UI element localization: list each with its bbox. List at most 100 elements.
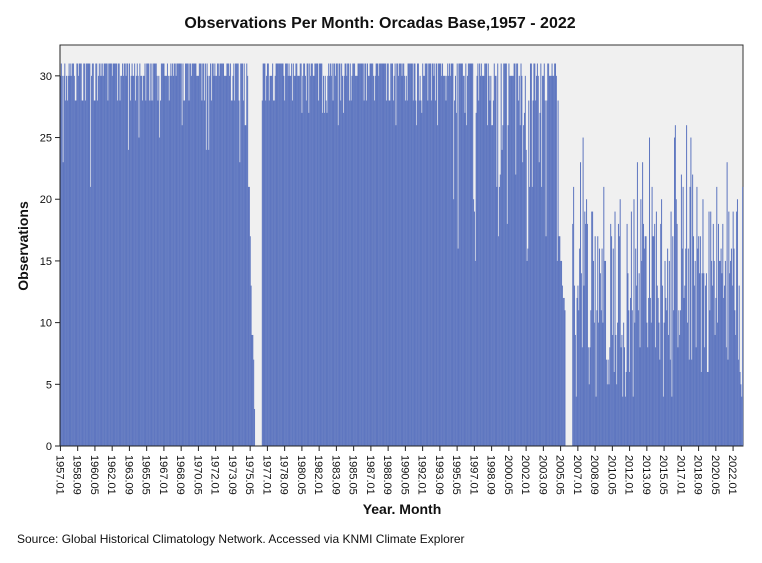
bar [705, 273, 707, 446]
bar [522, 162, 524, 446]
bar [622, 396, 624, 446]
bar [602, 322, 604, 446]
bar [250, 285, 252, 446]
bar [717, 322, 719, 446]
bar [360, 63, 362, 446]
bar [446, 75, 448, 446]
bar [241, 63, 243, 446]
bar [338, 63, 340, 446]
bar [133, 75, 135, 446]
bar [483, 75, 485, 446]
bar [699, 236, 701, 446]
bar [226, 63, 228, 446]
bar [617, 322, 619, 446]
y-axis-label: Observations [15, 201, 31, 291]
bar [467, 63, 469, 446]
bar [252, 334, 254, 446]
bar [662, 396, 664, 446]
bar [676, 223, 678, 446]
y-tick-label: 5 [46, 379, 52, 391]
bar [345, 63, 347, 446]
bar [329, 75, 331, 446]
bar [189, 63, 191, 446]
bar [730, 248, 732, 446]
bar [523, 112, 525, 447]
bar [447, 63, 449, 446]
bar [673, 310, 675, 446]
bar [552, 75, 554, 446]
bar [408, 63, 410, 446]
bar [398, 75, 400, 446]
bar [454, 100, 456, 447]
bar [560, 260, 562, 446]
bar [315, 63, 317, 446]
bar [161, 63, 163, 446]
bar [64, 63, 66, 446]
bar [587, 347, 589, 446]
bar [299, 63, 301, 446]
bar [227, 63, 229, 446]
bar [626, 223, 628, 446]
bar [166, 75, 168, 446]
bar [653, 236, 655, 446]
x-tick-label: 1985.05 [347, 455, 359, 495]
bar [316, 63, 318, 446]
bar [715, 297, 717, 446]
bar [183, 100, 185, 447]
bar [199, 63, 201, 446]
bar [374, 75, 376, 446]
bar [511, 75, 513, 446]
bar [610, 223, 612, 446]
x-tick-label: 1972.01 [209, 455, 221, 495]
bar [400, 63, 402, 446]
bar [285, 63, 287, 446]
bar [584, 211, 586, 446]
bar [306, 63, 308, 446]
bar [675, 199, 677, 446]
bar [690, 137, 692, 447]
bar [546, 100, 548, 447]
bar [201, 100, 203, 447]
x-tick-label: 1963.09 [122, 455, 134, 495]
bar [80, 63, 82, 446]
bar [427, 100, 429, 447]
bar [379, 63, 381, 446]
bar [729, 273, 731, 446]
bar [314, 63, 316, 446]
bar [179, 63, 181, 446]
bar [521, 75, 523, 446]
bar [476, 75, 478, 446]
bar [284, 100, 286, 447]
bar [224, 75, 226, 446]
bar [415, 100, 417, 447]
bar [326, 112, 328, 447]
bar [138, 137, 140, 447]
bar [291, 100, 293, 447]
bar [632, 396, 634, 446]
bar [288, 63, 290, 446]
bar [646, 322, 648, 446]
bar [736, 211, 738, 446]
bar [527, 248, 529, 446]
bar [692, 174, 694, 447]
bar [496, 186, 498, 446]
bar [557, 100, 559, 447]
bar [426, 63, 428, 446]
bar [674, 125, 676, 446]
bar [188, 100, 190, 447]
bar [436, 125, 438, 446]
bar [667, 248, 669, 446]
bar [432, 63, 434, 446]
bar [173, 63, 175, 446]
bar [603, 186, 605, 446]
x-tick-label: 2002.01 [519, 455, 531, 495]
bar [367, 75, 369, 446]
bar [310, 63, 312, 446]
bar [613, 371, 615, 446]
bar [172, 75, 174, 446]
bar [615, 334, 617, 446]
bar [116, 63, 118, 446]
bar [434, 63, 436, 446]
bar [235, 63, 237, 446]
bar [713, 260, 715, 446]
